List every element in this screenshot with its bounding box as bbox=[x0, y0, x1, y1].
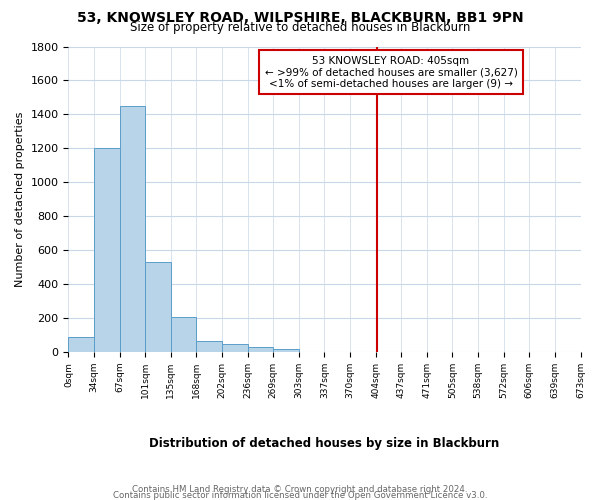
Text: Contains public sector information licensed under the Open Government Licence v3: Contains public sector information licen… bbox=[113, 490, 487, 500]
Bar bbox=[273, 348, 299, 352]
Bar bbox=[171, 317, 196, 352]
X-axis label: Distribution of detached houses by size in Blackburn: Distribution of detached houses by size … bbox=[149, 437, 500, 450]
Text: 53 KNOWSLEY ROAD: 405sqm
← >99% of detached houses are smaller (3,627)
<1% of se: 53 KNOWSLEY ROAD: 405sqm ← >99% of detac… bbox=[265, 56, 517, 89]
Text: Size of property relative to detached houses in Blackburn: Size of property relative to detached ho… bbox=[130, 21, 470, 34]
Text: 53, KNOWSLEY ROAD, WILPSHIRE, BLACKBURN, BB1 9PN: 53, KNOWSLEY ROAD, WILPSHIRE, BLACKBURN,… bbox=[77, 11, 523, 25]
Bar bbox=[222, 344, 248, 352]
Bar bbox=[196, 341, 222, 352]
Bar bbox=[248, 346, 273, 352]
Text: Contains HM Land Registry data © Crown copyright and database right 2024.: Contains HM Land Registry data © Crown c… bbox=[132, 484, 468, 494]
Bar bbox=[119, 106, 145, 352]
Bar bbox=[145, 262, 171, 352]
Y-axis label: Number of detached properties: Number of detached properties bbox=[15, 112, 25, 287]
Bar bbox=[94, 148, 119, 352]
Bar bbox=[68, 336, 94, 352]
